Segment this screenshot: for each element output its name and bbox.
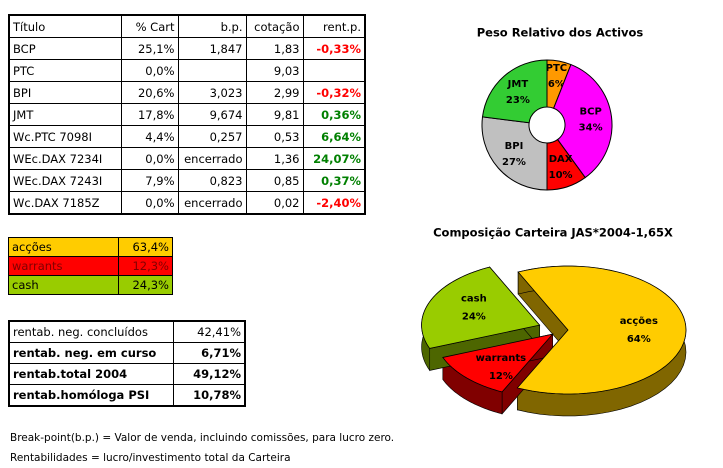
cell: Wc.DAX 7185Z (8, 191, 122, 215)
cell: 7,9% (120, 169, 179, 192)
cell: 17,8% (120, 103, 179, 126)
cell: 6,64% (302, 125, 366, 148)
cell: cash (8, 275, 119, 295)
chart-title: Composição Carteira JAS*2004-1,65X (433, 226, 673, 240)
cell: 24,07% (302, 147, 366, 170)
cell: 12,3% (118, 256, 173, 276)
note: Rentabilidades = lucro/investimento tota… (10, 452, 291, 464)
cell: rentab.total 2004 (8, 363, 174, 385)
pie-slice (442, 333, 554, 393)
slice-label: PTC (546, 63, 568, 74)
slice-value-label: 6% (548, 79, 565, 90)
donut-slice (481, 116, 548, 191)
slice-value-label: 10% (549, 170, 573, 181)
pie-slice (516, 265, 687, 395)
cell: % Cart (120, 14, 179, 38)
chart-title: Peso Relativo dos Activos (477, 26, 644, 40)
holdings-table: Título% Cart b.p. cotação rent.p. BCP 25,1% 1,… (8, 14, 366, 215)
note: Break-point(b.p.) = Valor de venda, incl… (10, 432, 395, 444)
slice-label: BPI (505, 141, 524, 152)
cell: rentab. neg. em curso (8, 342, 174, 364)
row: BCP 25,1% 1,847 1,83 -0,33% (8, 37, 366, 60)
cell: rent.p. (302, 14, 366, 38)
row: Wc.DAX 7185Z 0,0% encerrado 0,02 -2,40% (8, 191, 366, 215)
slice-value-label: 24% (462, 311, 486, 322)
row: PTC 0,0% 9,03 (8, 59, 366, 82)
row: acções 63,4% (8, 237, 173, 257)
cell: rentab.homóloga PSI (8, 384, 174, 407)
slice-label: DAX (549, 154, 573, 165)
cell: 0,02 (245, 191, 304, 215)
row: warrants 12,3% (8, 256, 173, 276)
cell: acções (8, 237, 119, 257)
cell: PTC (8, 59, 122, 82)
row: cash 24,3% (8, 275, 173, 295)
cell: 49,12% (172, 363, 246, 385)
cell: 0,823 (177, 169, 247, 192)
cell: 0,85 (245, 169, 304, 192)
cell: Wc.PTC 7098I (8, 125, 122, 148)
slice-value-label: 27% (502, 157, 526, 168)
slice-label: BCP (580, 106, 602, 117)
header-row: Título% Cart b.p. cotação rent.p. (8, 14, 366, 38)
row: BPI 20,6% 3,023 2,99 -0,32% (8, 81, 366, 104)
cell: 0,37% (302, 169, 366, 192)
cell: -2,40% (302, 191, 366, 215)
cell: encerrado (177, 191, 247, 215)
cell: 10,78% (172, 384, 246, 407)
cell: 24,3% (118, 275, 173, 295)
row: JMT 17,8% 9,674 9,81 0,36% (8, 103, 366, 126)
cell: -0,33% (302, 37, 366, 60)
cell: 20,6% (120, 81, 179, 104)
row: Wc.PTC 7098I 4,4% 0,257 0,53 6,64% (8, 125, 366, 148)
slice-label: JMT (507, 79, 529, 90)
cell: WEc.DAX 7243I (8, 169, 122, 192)
slice-label: acções (620, 316, 658, 327)
pie-slice (421, 266, 541, 349)
donut-slice (552, 63, 613, 179)
slice-label: warrants (476, 353, 526, 364)
allocation-table: acções 63,4% warrants 12,3% cash 24,3% (8, 237, 173, 295)
row: WEc.DAX 7243I 7,9% 0,823 0,85 0,37% (8, 169, 366, 192)
slice-value-label: 64% (627, 334, 651, 345)
row: rentab. neg. em curso 6,71% (8, 342, 246, 364)
slice-value-label: 12% (489, 371, 513, 382)
slice-value-label: 34% (579, 122, 603, 133)
slice-value-label: 23% (506, 95, 530, 106)
donut-slice (481, 59, 548, 124)
returns-table: rentab. neg. concluídos 42,41% rentab. neg… (8, 320, 246, 407)
slice-label: cash (461, 293, 487, 304)
row: rentab.homóloga PSI 10,78% (8, 384, 246, 407)
row: rentab.total 2004 49,12% (8, 363, 246, 385)
